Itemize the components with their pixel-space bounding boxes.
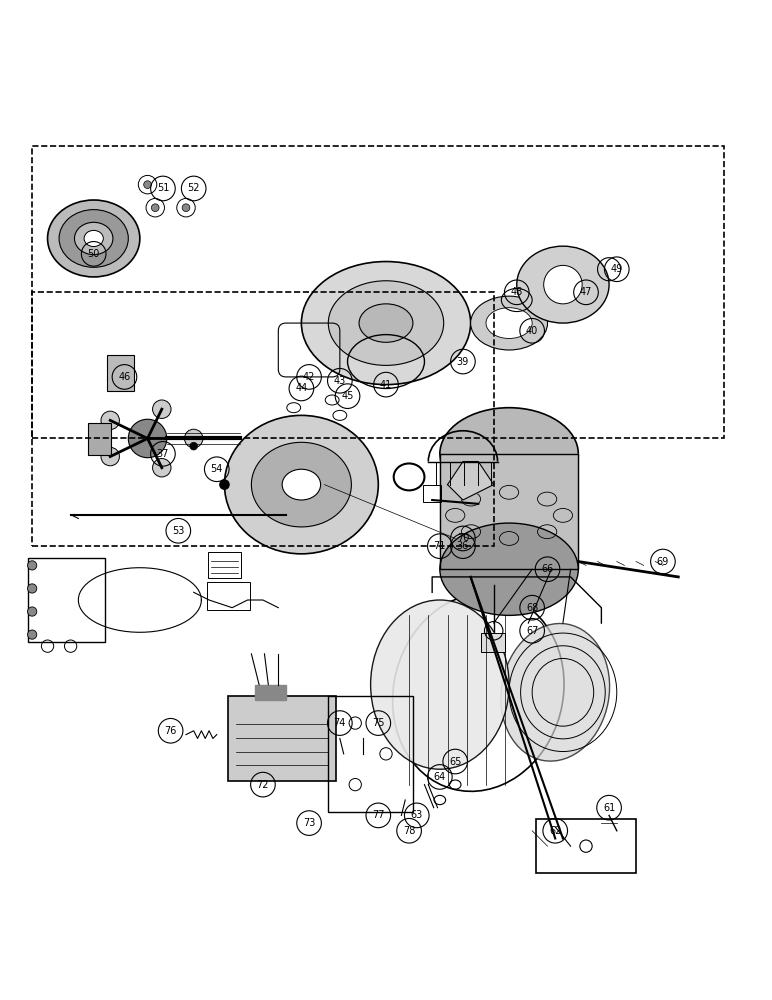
- Ellipse shape: [282, 469, 320, 500]
- Circle shape: [101, 447, 120, 466]
- Polygon shape: [256, 685, 286, 700]
- Text: 44: 44: [295, 383, 307, 393]
- Polygon shape: [448, 462, 493, 500]
- Text: 61: 61: [603, 803, 615, 813]
- Text: 62: 62: [549, 826, 561, 836]
- Text: 68: 68: [526, 603, 538, 613]
- Circle shape: [220, 480, 229, 489]
- Ellipse shape: [59, 210, 128, 267]
- Text: 39: 39: [457, 357, 469, 367]
- Text: 71: 71: [434, 541, 446, 551]
- Text: 78: 78: [403, 826, 415, 836]
- Circle shape: [153, 400, 171, 418]
- FancyBboxPatch shape: [229, 696, 336, 781]
- Ellipse shape: [440, 408, 578, 500]
- Text: 52: 52: [188, 183, 200, 193]
- Text: 36: 36: [457, 541, 469, 551]
- Text: 63: 63: [411, 810, 423, 820]
- Text: 67: 67: [526, 626, 538, 636]
- Ellipse shape: [501, 623, 610, 761]
- Text: 75: 75: [372, 718, 384, 728]
- FancyBboxPatch shape: [88, 423, 110, 455]
- Text: 70: 70: [457, 533, 469, 543]
- Polygon shape: [440, 454, 578, 569]
- Text: 65: 65: [449, 757, 462, 767]
- Text: 74: 74: [334, 718, 346, 728]
- Text: 40: 40: [526, 326, 538, 336]
- Text: 46: 46: [118, 372, 130, 382]
- Ellipse shape: [359, 304, 413, 342]
- Ellipse shape: [371, 600, 509, 769]
- Ellipse shape: [74, 222, 113, 255]
- Text: 77: 77: [372, 810, 384, 820]
- Text: 41: 41: [380, 380, 392, 390]
- FancyBboxPatch shape: [481, 633, 505, 652]
- Circle shape: [28, 561, 37, 570]
- Text: 54: 54: [211, 464, 223, 474]
- Text: 66: 66: [541, 564, 554, 574]
- Circle shape: [101, 411, 120, 430]
- Text: 72: 72: [256, 780, 269, 790]
- Ellipse shape: [328, 281, 444, 365]
- Circle shape: [190, 442, 198, 450]
- Circle shape: [185, 429, 203, 448]
- Circle shape: [128, 419, 167, 458]
- Ellipse shape: [440, 523, 578, 615]
- Ellipse shape: [225, 415, 378, 554]
- Circle shape: [28, 584, 37, 593]
- Text: 37: 37: [157, 449, 169, 459]
- Text: 73: 73: [303, 818, 315, 828]
- Circle shape: [182, 204, 190, 212]
- Circle shape: [153, 458, 171, 477]
- Ellipse shape: [471, 296, 547, 350]
- Text: 69: 69: [657, 557, 669, 567]
- Text: 48: 48: [510, 287, 523, 297]
- Circle shape: [28, 630, 37, 639]
- Circle shape: [543, 265, 582, 304]
- Text: 47: 47: [580, 287, 592, 297]
- Ellipse shape: [84, 230, 103, 247]
- Text: 64: 64: [434, 772, 446, 782]
- Circle shape: [144, 181, 151, 188]
- Ellipse shape: [252, 442, 351, 527]
- Ellipse shape: [486, 308, 532, 338]
- Text: 51: 51: [157, 183, 169, 193]
- Ellipse shape: [516, 246, 609, 323]
- Ellipse shape: [301, 262, 471, 385]
- Text: 49: 49: [611, 264, 623, 274]
- Text: 53: 53: [172, 526, 185, 536]
- Text: 76: 76: [164, 726, 177, 736]
- Circle shape: [151, 204, 159, 212]
- Ellipse shape: [48, 200, 140, 277]
- FancyBboxPatch shape: [107, 355, 134, 391]
- Text: 42: 42: [303, 372, 315, 382]
- Text: 50: 50: [87, 249, 100, 259]
- Text: 45: 45: [341, 391, 354, 401]
- Circle shape: [28, 607, 37, 616]
- Text: 43: 43: [334, 376, 346, 386]
